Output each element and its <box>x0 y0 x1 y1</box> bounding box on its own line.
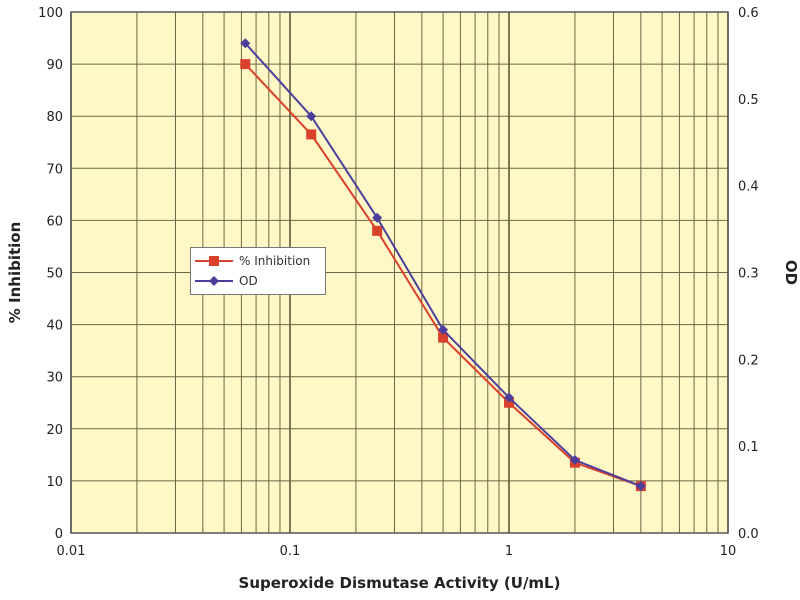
y-tick-label: 100 <box>38 6 63 21</box>
y-tick-label: 90 <box>46 58 63 73</box>
data-point-square <box>438 332 449 343</box>
y2-tick-label: 0.5 <box>738 93 759 108</box>
data-point-diamond <box>372 212 383 223</box>
y-tick-label: 0 <box>55 527 63 542</box>
x-tick-label: 0.01 <box>57 544 86 559</box>
x-axis-label: Superoxide Dismutase Activity (U/mL) <box>239 574 561 592</box>
data-point-square <box>240 59 251 70</box>
y-tick-label: 10 <box>46 475 63 490</box>
data-point-diamond <box>504 392 514 403</box>
y-tick-label: 60 <box>46 214 63 229</box>
data-point-square <box>504 397 514 408</box>
diamond-marker-icon <box>195 276 233 286</box>
legend: % Inhibition OD <box>190 247 326 295</box>
y-tick-label: 20 <box>46 423 63 438</box>
x-tick-label: 1 <box>505 544 513 559</box>
y-tick-label: 50 <box>46 267 63 282</box>
square-marker-icon <box>195 256 233 266</box>
y2-tick-label: 0.2 <box>738 353 759 368</box>
y-tick-label: 70 <box>46 162 63 177</box>
y-axis-label: % Inhibition <box>6 222 24 324</box>
plot-border <box>70 11 729 534</box>
data-point-diamond <box>569 455 580 466</box>
data-point-square <box>306 129 317 140</box>
y-tick-label: 30 <box>46 371 63 386</box>
legend-item-inhibition: % Inhibition <box>195 251 310 271</box>
legend-item-od: OD <box>195 271 258 291</box>
data-point-diamond <box>306 111 317 122</box>
y-tick-label: 80 <box>46 110 63 125</box>
data-point-square <box>372 225 383 236</box>
data-point-diamond <box>635 481 646 492</box>
x-tick-label: 10 <box>720 544 737 559</box>
y2-tick-label: 0.3 <box>738 267 759 282</box>
x-tick-label: 0.1 <box>280 544 301 559</box>
y-tick-label: 40 <box>46 319 63 334</box>
y2-axis-label: OD <box>782 260 800 285</box>
data-point-diamond <box>240 38 251 49</box>
y2-tick-label: 0.1 <box>738 440 759 455</box>
y2-tick-label: 0.4 <box>738 180 759 195</box>
y2-tick-label: 0.6 <box>738 6 759 21</box>
data-point-diamond <box>438 324 449 335</box>
y2-tick-label: 0.0 <box>738 527 759 542</box>
